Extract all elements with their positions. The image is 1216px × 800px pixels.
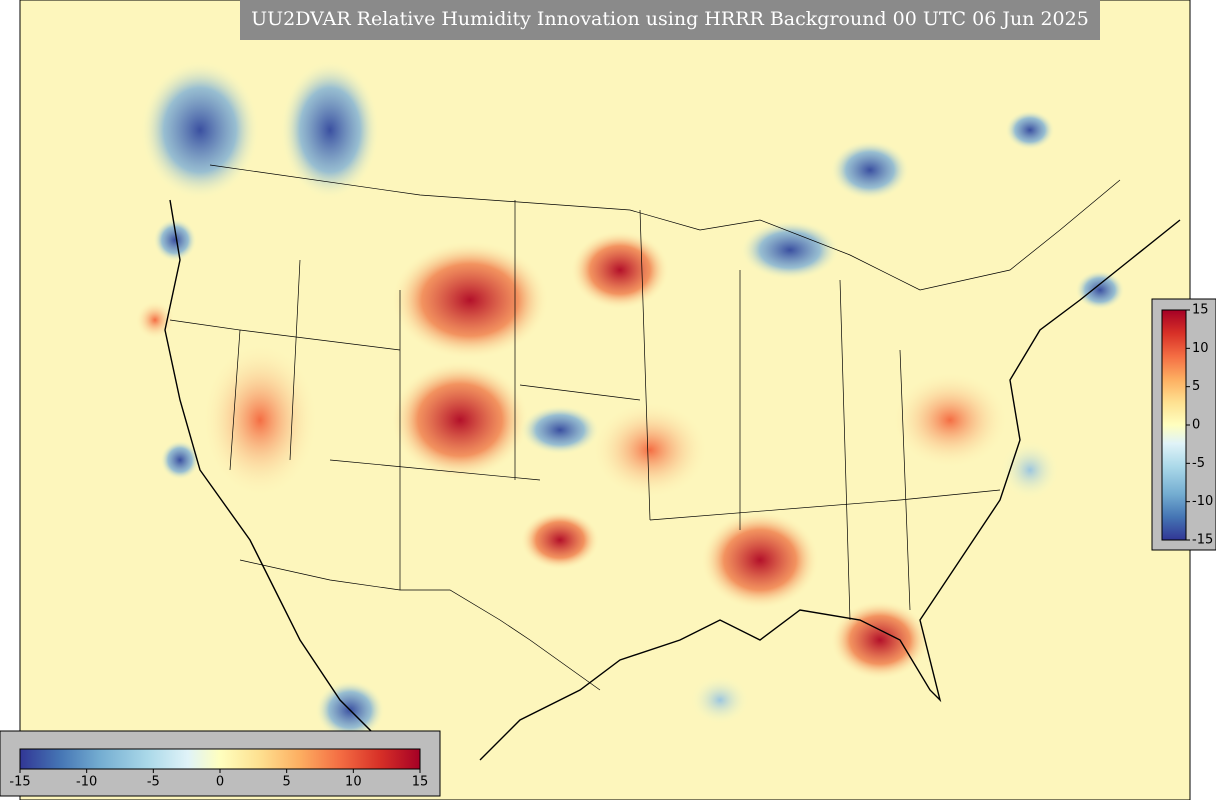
title-background: [240, 0, 1100, 40]
tick-label: 5: [1192, 379, 1200, 394]
colorbar-bar: [19, 748, 421, 770]
tick-label: -15: [9, 775, 30, 790]
title-box: UU2DVAR Relative Humidity Innovation usi…: [240, 0, 1100, 40]
tick-label: 15: [412, 775, 429, 790]
colorbar-right: 15 10 5 0 -5 -10 -15: [1151, 298, 1216, 551]
border-us-mexico: [239, 559, 601, 691]
border-us-canada: [209, 164, 1121, 291]
colorbar-bottom: -15 -10 -5 0 5 10 15: [0, 730, 441, 797]
tick-label: 10: [1192, 341, 1209, 356]
tick-label: 5: [283, 775, 291, 790]
coastline: [164, 199, 1181, 791]
tick-label: -10: [76, 775, 97, 790]
colorbar-bar: [1161, 309, 1187, 541]
tick-label: -15: [1192, 533, 1213, 548]
tick-label: -5: [147, 775, 160, 790]
map-title: UU2DVAR Relative Humidity Innovation usi…: [251, 8, 1089, 30]
tick-label: -5: [1192, 456, 1205, 471]
state-lines: [169, 200, 1001, 621]
tick-label: 0: [1192, 418, 1200, 433]
tick-label: -10: [1192, 494, 1213, 509]
map: [19, 0, 1191, 800]
tick-label: 0: [216, 775, 224, 790]
tick-label: 10: [345, 775, 362, 790]
tick-label: 15: [1192, 303, 1209, 318]
